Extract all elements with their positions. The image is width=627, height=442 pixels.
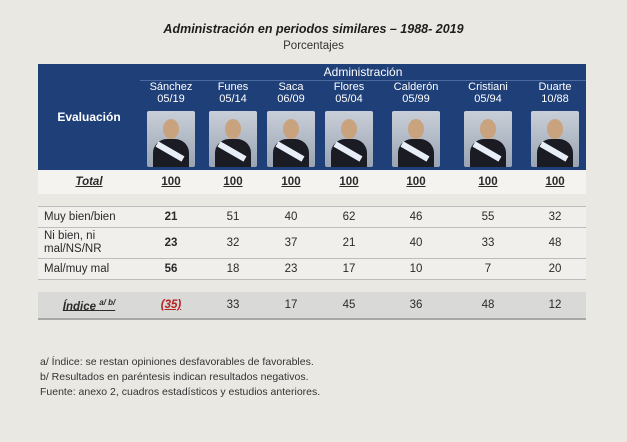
photo-cell [140,111,202,170]
total-value: 100 [318,170,380,194]
indice-value: 17 [264,292,318,320]
cell-value: 32 [524,206,587,228]
row-label: Ni bien, ni mal/NS/NR [38,227,140,259]
cell-value: 48 [524,227,587,259]
photo-cell [264,111,318,170]
indice-value: 36 [380,292,452,320]
row-label: Muy bien/bien [38,206,140,228]
president-photo [325,111,373,167]
president-photo [147,111,195,167]
table-subtitle: Porcentajes [283,40,344,52]
cell-value: 40 [380,227,452,259]
president-name: Sánchez [149,81,193,93]
total-value: 100 [264,170,318,194]
period: 05/14 [219,93,247,105]
cell-value: 33 [452,227,524,259]
column-header: Funes 05/14 [202,80,264,111]
cell-value: 21 [318,227,380,259]
table-title: Administración en periodos similares – 1… [163,22,464,36]
column-header: Sánchez 05/19 [140,80,202,111]
cell-value: 21 [140,206,202,228]
cell-value: 32 [202,227,264,259]
total-value: 100 [524,170,587,194]
footnote: b/ Resultados en paréntesis indican resu… [40,371,309,383]
photo-cell [524,111,587,170]
cell-value: 20 [524,258,587,280]
column-header: Saca 06/09 [264,80,318,111]
indice-value: 45 [318,292,380,320]
president-photo [392,111,440,167]
president-name: Flores [333,81,365,93]
president-name: Saca [278,81,304,93]
president-name: Calderón [393,81,439,93]
footnote: a/ Índice: se restan opiniones desfavora… [40,356,314,368]
column-header: Flores 05/04 [318,80,380,111]
total-label: Total [38,170,140,194]
row-label: Mal/muy mal [38,258,140,280]
cell-value: 18 [202,258,264,280]
evaluation-table: Evaluación Administración Sánchez 05/19 Fu… [38,64,587,320]
period: 05/19 [157,93,185,105]
cell-value: 23 [140,227,202,259]
column-header: Cristiani 05/94 [452,80,524,111]
total-value: 100 [452,170,524,194]
president-name: Cristiani [468,81,508,93]
total-value: 100 [380,170,452,194]
indice-label: Índice a/ b/ [38,292,140,320]
cell-value: 17 [318,258,380,280]
cell-value: 7 [452,258,524,280]
period: 05/04 [335,93,363,105]
president-photo [464,111,512,167]
indice-value: 33 [202,292,264,320]
president-photo [209,111,257,167]
column-header: Calderón 05/99 [380,80,452,111]
period: 05/94 [474,93,502,105]
period: 05/99 [402,93,430,105]
photo-cell [380,111,452,170]
column-header: Duarte 10/88 [524,80,587,111]
indice-value: (35) [140,292,202,320]
president-name: Funes [217,81,249,93]
indice-value: 12 [524,292,587,320]
cell-value: 10 [380,258,452,280]
total-value: 100 [202,170,264,194]
photo-cell [452,111,524,170]
indice-value: 48 [452,292,524,320]
cell-value: 23 [264,258,318,280]
footnote: Fuente: anexo 2, cuadros estadísticos y … [40,386,321,398]
president-photo [531,111,580,167]
president-photo [267,111,315,167]
evaluation-header: Evaluación [38,64,140,170]
photo-cell [202,111,264,170]
president-name: Duarte [538,81,572,93]
cell-value: 37 [264,227,318,259]
administration-header: Administración [140,64,587,81]
cell-value: 62 [318,206,380,228]
period: 10/88 [541,93,569,105]
period: 06/09 [277,93,305,105]
footnotes: a/ Índice: se restan opiniones desfavora… [40,355,320,400]
cell-value: 51 [202,206,264,228]
cell-value: 56 [140,258,202,280]
cell-value: 40 [264,206,318,228]
total-value: 100 [140,170,202,194]
cell-value: 55 [452,206,524,228]
cell-value: 46 [380,206,452,228]
photo-cell [318,111,380,170]
